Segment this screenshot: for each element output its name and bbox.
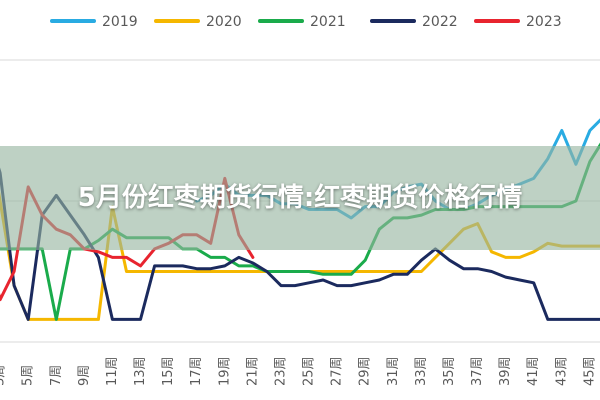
x-tick-label: 7周 xyxy=(49,365,64,386)
legend-label-2021: 2021 xyxy=(310,14,346,30)
x-tick-label: 17周 xyxy=(189,356,204,386)
x-tick-label: 19周 xyxy=(217,356,232,386)
x-tick-label: 41周 xyxy=(526,356,541,386)
x-tick-label: 31周 xyxy=(386,356,401,386)
x-tick-label: 37周 xyxy=(470,356,485,386)
headline-title: 5月份红枣期货行情:红枣期货价格行情 xyxy=(77,183,523,213)
x-tick-label: 45周 xyxy=(582,356,597,386)
x-tick-label: 35周 xyxy=(442,356,457,386)
x-tick-label: 39周 xyxy=(498,356,513,386)
x-tick-label: 11周 xyxy=(105,356,120,386)
x-tick-label: 27周 xyxy=(330,356,345,386)
legend-label-2023: 2023 xyxy=(526,14,562,30)
headline-banner: 5月份红枣期货行情:红枣期货价格行情 xyxy=(0,146,600,250)
legend-label-2019: 2019 xyxy=(102,14,138,30)
x-tick-label: 13周 xyxy=(133,356,148,386)
x-tick-label: 33周 xyxy=(414,356,429,386)
x-tick-label: 25周 xyxy=(302,356,317,386)
x-tick-label: 5周 xyxy=(21,365,36,386)
legend-label-2020: 2020 xyxy=(206,14,242,30)
x-tick-label: 29周 xyxy=(358,356,373,386)
x-tick-label: 43周 xyxy=(554,356,569,386)
x-tick-label: 9周 xyxy=(77,365,92,386)
x-tick-label: 23周 xyxy=(273,356,288,386)
x-tick-label: 15周 xyxy=(161,356,176,386)
x-tick-label: 3周 xyxy=(0,365,8,386)
x-tick-label: 21周 xyxy=(245,356,260,386)
legend-label-2022: 2022 xyxy=(422,14,458,30)
